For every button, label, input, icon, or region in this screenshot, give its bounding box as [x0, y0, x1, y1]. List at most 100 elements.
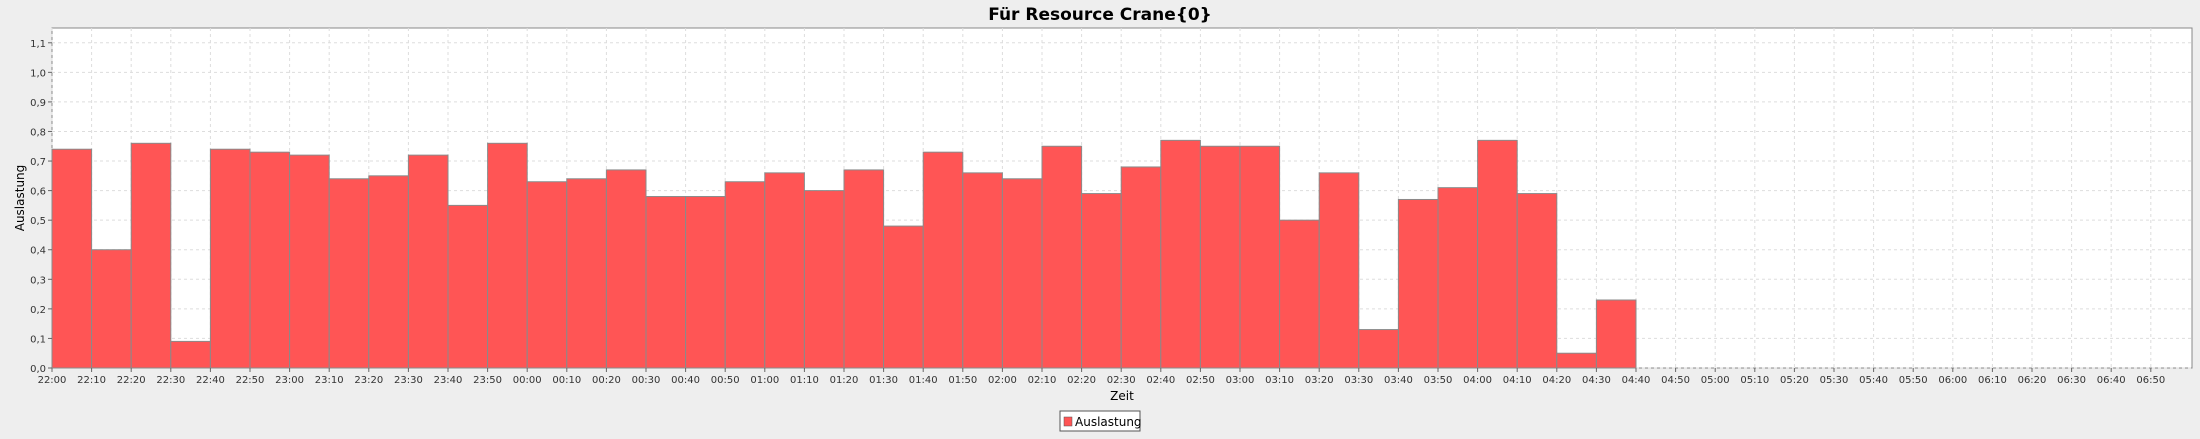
x-tick-label: 22:10: [77, 375, 106, 386]
x-tick-label: 02:30: [1107, 375, 1136, 386]
x-tick-label: 01:00: [750, 375, 779, 386]
chart-title: Für Resource Crane{0}: [988, 5, 1212, 25]
bar: [249, 151, 291, 369]
bar: [724, 181, 766, 369]
x-tick-label: 05:10: [1740, 375, 1769, 386]
x-tick-label: 04:30: [1582, 375, 1611, 386]
x-tick-label: 04:10: [1503, 375, 1532, 386]
bar: [1477, 139, 1518, 369]
y-axis: 0,0 0,1 0,2 0,3 0,4 0,5 0,6 0,7 0,8 0,9 1,0 1,1: [30, 39, 52, 375]
x-tick-label: 03:10: [1265, 375, 1294, 386]
bar: [130, 142, 172, 369]
x-tick-label: 00:50: [711, 375, 740, 386]
x-tick-label: 06:30: [2057, 375, 2086, 386]
bar: [91, 249, 132, 369]
bar: [289, 154, 330, 369]
x-tick-label: 02:20: [1067, 375, 1096, 386]
x-tick-label: 04:40: [1622, 375, 1651, 386]
bar: [51, 148, 93, 369]
y-tick-label: 0,2: [30, 305, 46, 316]
bar: [1081, 193, 1122, 369]
x-tick-label: 23:20: [354, 375, 383, 386]
bar: [922, 151, 964, 369]
bar: [447, 204, 489, 369]
x-tick-label: 01:30: [869, 375, 898, 386]
y-tick-label: 0,9: [30, 98, 46, 109]
x-tick-label: 06:10: [1978, 375, 2007, 386]
x-tick-label: 01:40: [909, 375, 938, 386]
x-tick-label: 04:20: [1542, 375, 1571, 386]
x-tick-label: 05:50: [1899, 375, 1928, 386]
y-tick-label: 0,6: [30, 187, 46, 198]
x-tick-label: 00:40: [671, 375, 700, 386]
y-axis-label: Auslastung: [13, 165, 27, 232]
x-tick-label: 23:30: [394, 375, 423, 386]
bar: [487, 142, 528, 369]
bar: [764, 172, 805, 369]
legend-label: Auslastung: [1075, 415, 1142, 429]
bar: [1595, 299, 1637, 369]
bar: [962, 172, 1003, 369]
x-tick-label: 00:30: [632, 375, 661, 386]
y-tick-label: 0,7: [30, 157, 46, 168]
x-tick-label: 02:40: [1146, 375, 1175, 386]
bar: [566, 178, 607, 369]
bar: [1001, 178, 1043, 369]
x-tick-label: 03:20: [1305, 375, 1334, 386]
bar: [1041, 145, 1083, 369]
x-axis-label: Zeit: [1110, 389, 1134, 403]
bar: [1516, 193, 1558, 369]
x-tick-label: 01:20: [830, 375, 859, 386]
legend-swatch: [1063, 416, 1073, 427]
x-tick-label: 00:20: [592, 375, 621, 386]
bar: [1120, 166, 1162, 369]
x-tick-label: 03:00: [1226, 375, 1255, 386]
x-tick-label: 05:00: [1701, 375, 1730, 386]
x-tick-label: 23:50: [473, 375, 502, 386]
bar: [1397, 198, 1439, 369]
x-tick-label: 06:20: [2018, 375, 2047, 386]
x-axis: 22:00 22:10 22:20 22:30 22:40 22:50 23:00 23:10…: [38, 368, 2165, 386]
y-tick-label: 0,4: [30, 246, 46, 257]
x-tick-label: 02:10: [1028, 375, 1057, 386]
bar: [803, 190, 845, 369]
bar: [170, 340, 211, 369]
legend: Auslastung: [1059, 410, 1142, 432]
x-tick-label: 06:50: [2136, 375, 2165, 386]
y-tick-label: 0,5: [30, 216, 46, 227]
y-tick-label: 1,1: [30, 39, 46, 50]
x-tick-label: 01:10: [790, 375, 819, 386]
bar: [1318, 172, 1360, 369]
bar: [605, 169, 647, 369]
bar: [526, 181, 568, 369]
x-tick-label: 04:50: [1661, 375, 1690, 386]
y-tick-label: 0,3: [30, 275, 46, 286]
x-tick-label: 22:00: [38, 375, 67, 386]
bar: [685, 196, 726, 369]
bar: [1239, 145, 1281, 369]
y-tick-label: 0,8: [30, 127, 46, 138]
x-tick-label: 23:10: [315, 375, 344, 386]
y-tick-label: 1,0: [30, 68, 46, 79]
x-tick-label: 00:10: [552, 375, 581, 386]
x-tick-label: 23:00: [275, 375, 304, 386]
x-tick-label: 05:30: [1820, 375, 1849, 386]
y-tick-label: 0,1: [30, 334, 46, 345]
x-tick-label: 05:20: [1780, 375, 1809, 386]
x-tick-label: 03:30: [1344, 375, 1373, 386]
x-tick-label: 22:40: [196, 375, 225, 386]
bar: [407, 154, 449, 369]
x-tick-label: 06:00: [1938, 375, 1967, 386]
x-tick-label: 02:00: [988, 375, 1017, 386]
x-tick-label: 00:00: [513, 375, 542, 386]
bar: [1160, 139, 1201, 369]
x-tick-label: 02:50: [1186, 375, 1215, 386]
x-tick-label: 22:30: [156, 375, 185, 386]
bar: [883, 225, 924, 369]
bar: [368, 175, 409, 369]
x-tick-label: 03:50: [1424, 375, 1453, 386]
bar: [209, 148, 251, 369]
bar: [645, 196, 687, 369]
